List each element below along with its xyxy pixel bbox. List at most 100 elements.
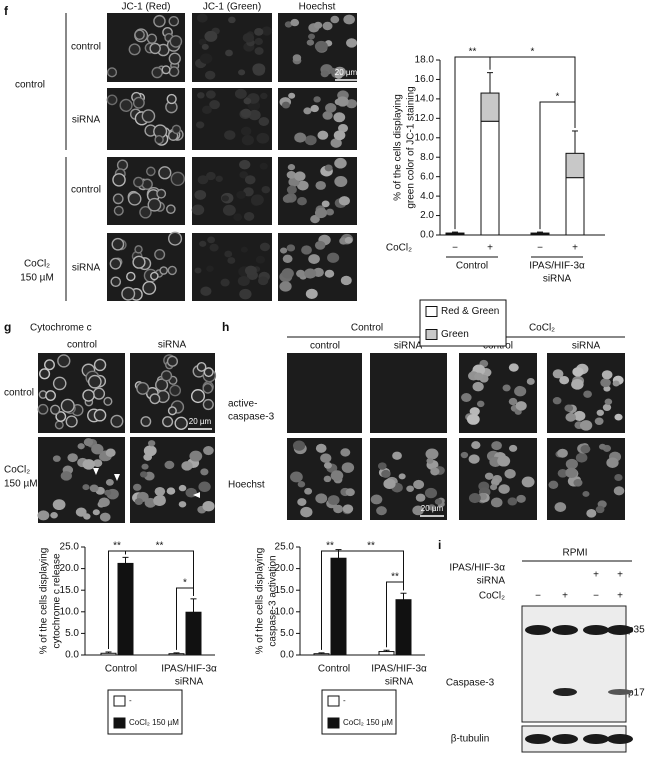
cell xyxy=(304,487,313,495)
micrograph xyxy=(278,233,357,301)
cell xyxy=(508,363,519,372)
significance-bracket xyxy=(386,581,404,648)
y-tick-label: 0.0 xyxy=(65,650,79,661)
cell xyxy=(572,367,584,377)
cell xyxy=(178,484,187,492)
significance-bracket xyxy=(539,101,576,230)
micrograph xyxy=(107,157,185,225)
cell xyxy=(205,90,216,99)
cell xyxy=(330,138,342,148)
y-tick-label: 10.0 xyxy=(415,132,435,143)
cell xyxy=(126,271,136,282)
y-tick-label: 0.0 xyxy=(420,230,434,241)
cell xyxy=(322,21,333,31)
condition-label: siRNA xyxy=(477,576,506,587)
cell xyxy=(329,67,337,75)
cell xyxy=(254,47,264,55)
y-tick-label: 8.0 xyxy=(420,152,434,163)
cell xyxy=(136,381,150,395)
cell xyxy=(201,105,212,115)
cell xyxy=(201,43,209,50)
cell xyxy=(406,485,414,493)
cell xyxy=(320,453,332,463)
cell xyxy=(334,72,343,79)
bar xyxy=(185,611,202,656)
cell xyxy=(376,506,387,516)
row-label: siRNA xyxy=(72,263,101,274)
cell xyxy=(340,448,351,457)
cell xyxy=(204,30,218,42)
cell xyxy=(203,446,214,456)
cell xyxy=(142,280,157,295)
cell xyxy=(240,108,252,118)
cell xyxy=(225,49,233,57)
cell xyxy=(502,384,511,392)
cell xyxy=(198,38,207,46)
significance-label: * xyxy=(556,92,560,103)
cell xyxy=(521,476,535,488)
cell xyxy=(82,389,95,402)
cell xyxy=(557,469,568,478)
cell xyxy=(552,369,564,379)
y-tick-label: 0.0 xyxy=(280,650,294,661)
cell xyxy=(244,265,257,276)
column-label: JC-1 (Green) xyxy=(203,2,261,13)
cell xyxy=(258,117,270,126)
y-axis-label: % of the cells displaying xyxy=(39,548,50,655)
cell xyxy=(166,93,177,105)
cell xyxy=(297,498,307,506)
significance-label: ** xyxy=(367,541,375,552)
group-label: Control xyxy=(456,261,488,272)
cell xyxy=(238,69,246,76)
cell xyxy=(322,111,333,120)
cell xyxy=(169,35,183,48)
cell xyxy=(338,196,350,206)
arrowhead xyxy=(193,492,200,498)
cell xyxy=(412,505,424,516)
group-label: siRNA xyxy=(543,274,572,285)
cell xyxy=(204,70,216,80)
cell xyxy=(310,104,319,113)
cell xyxy=(600,378,611,388)
micrograph xyxy=(192,13,273,82)
cell xyxy=(220,278,230,287)
cell xyxy=(490,484,498,491)
x-tick-label: siRNA xyxy=(175,677,204,688)
legend-label: - xyxy=(129,696,132,705)
micrograph xyxy=(459,353,537,433)
bar-segment xyxy=(445,232,465,235)
cell xyxy=(595,505,605,514)
cell xyxy=(161,65,171,75)
band-label: p17 xyxy=(628,688,645,699)
cell xyxy=(612,380,620,387)
cell xyxy=(261,185,271,194)
cell xyxy=(297,180,309,191)
cell xyxy=(425,448,439,460)
legend-label: - xyxy=(343,696,346,705)
bar xyxy=(330,557,347,656)
cell xyxy=(67,453,78,463)
cell xyxy=(334,157,347,169)
significance-label: ** xyxy=(326,541,334,552)
cell xyxy=(162,416,174,428)
cell xyxy=(308,254,320,264)
cell xyxy=(146,33,158,44)
group-label: CoCl₂ xyxy=(529,323,555,334)
cell xyxy=(104,489,112,496)
cell xyxy=(474,372,484,381)
cell xyxy=(508,444,518,452)
cell xyxy=(259,242,271,252)
cell xyxy=(109,257,122,270)
cell xyxy=(340,275,352,286)
cell xyxy=(189,450,203,462)
bar xyxy=(378,651,395,656)
y-tick-label: 10.0 xyxy=(275,606,295,617)
blot-band xyxy=(552,625,578,635)
cell xyxy=(343,14,355,25)
cell xyxy=(133,176,144,188)
cell xyxy=(603,385,611,392)
blot-band xyxy=(608,689,632,695)
y-tick-label: 16.0 xyxy=(415,74,435,85)
cell xyxy=(498,484,510,494)
medium-label: RPMI xyxy=(563,548,588,559)
